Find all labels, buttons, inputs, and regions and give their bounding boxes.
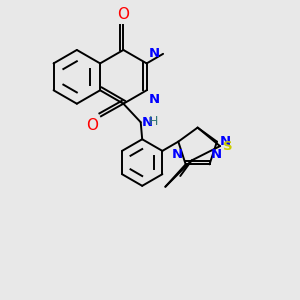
Text: N: N (211, 148, 222, 161)
Text: O: O (87, 118, 99, 133)
Text: N: N (142, 116, 153, 129)
Text: S: S (223, 140, 232, 153)
Text: N: N (149, 93, 160, 106)
Text: H: H (149, 115, 158, 128)
Text: O: O (117, 7, 129, 22)
Text: N: N (219, 135, 230, 148)
Text: N: N (172, 148, 183, 161)
Text: N: N (149, 47, 160, 60)
